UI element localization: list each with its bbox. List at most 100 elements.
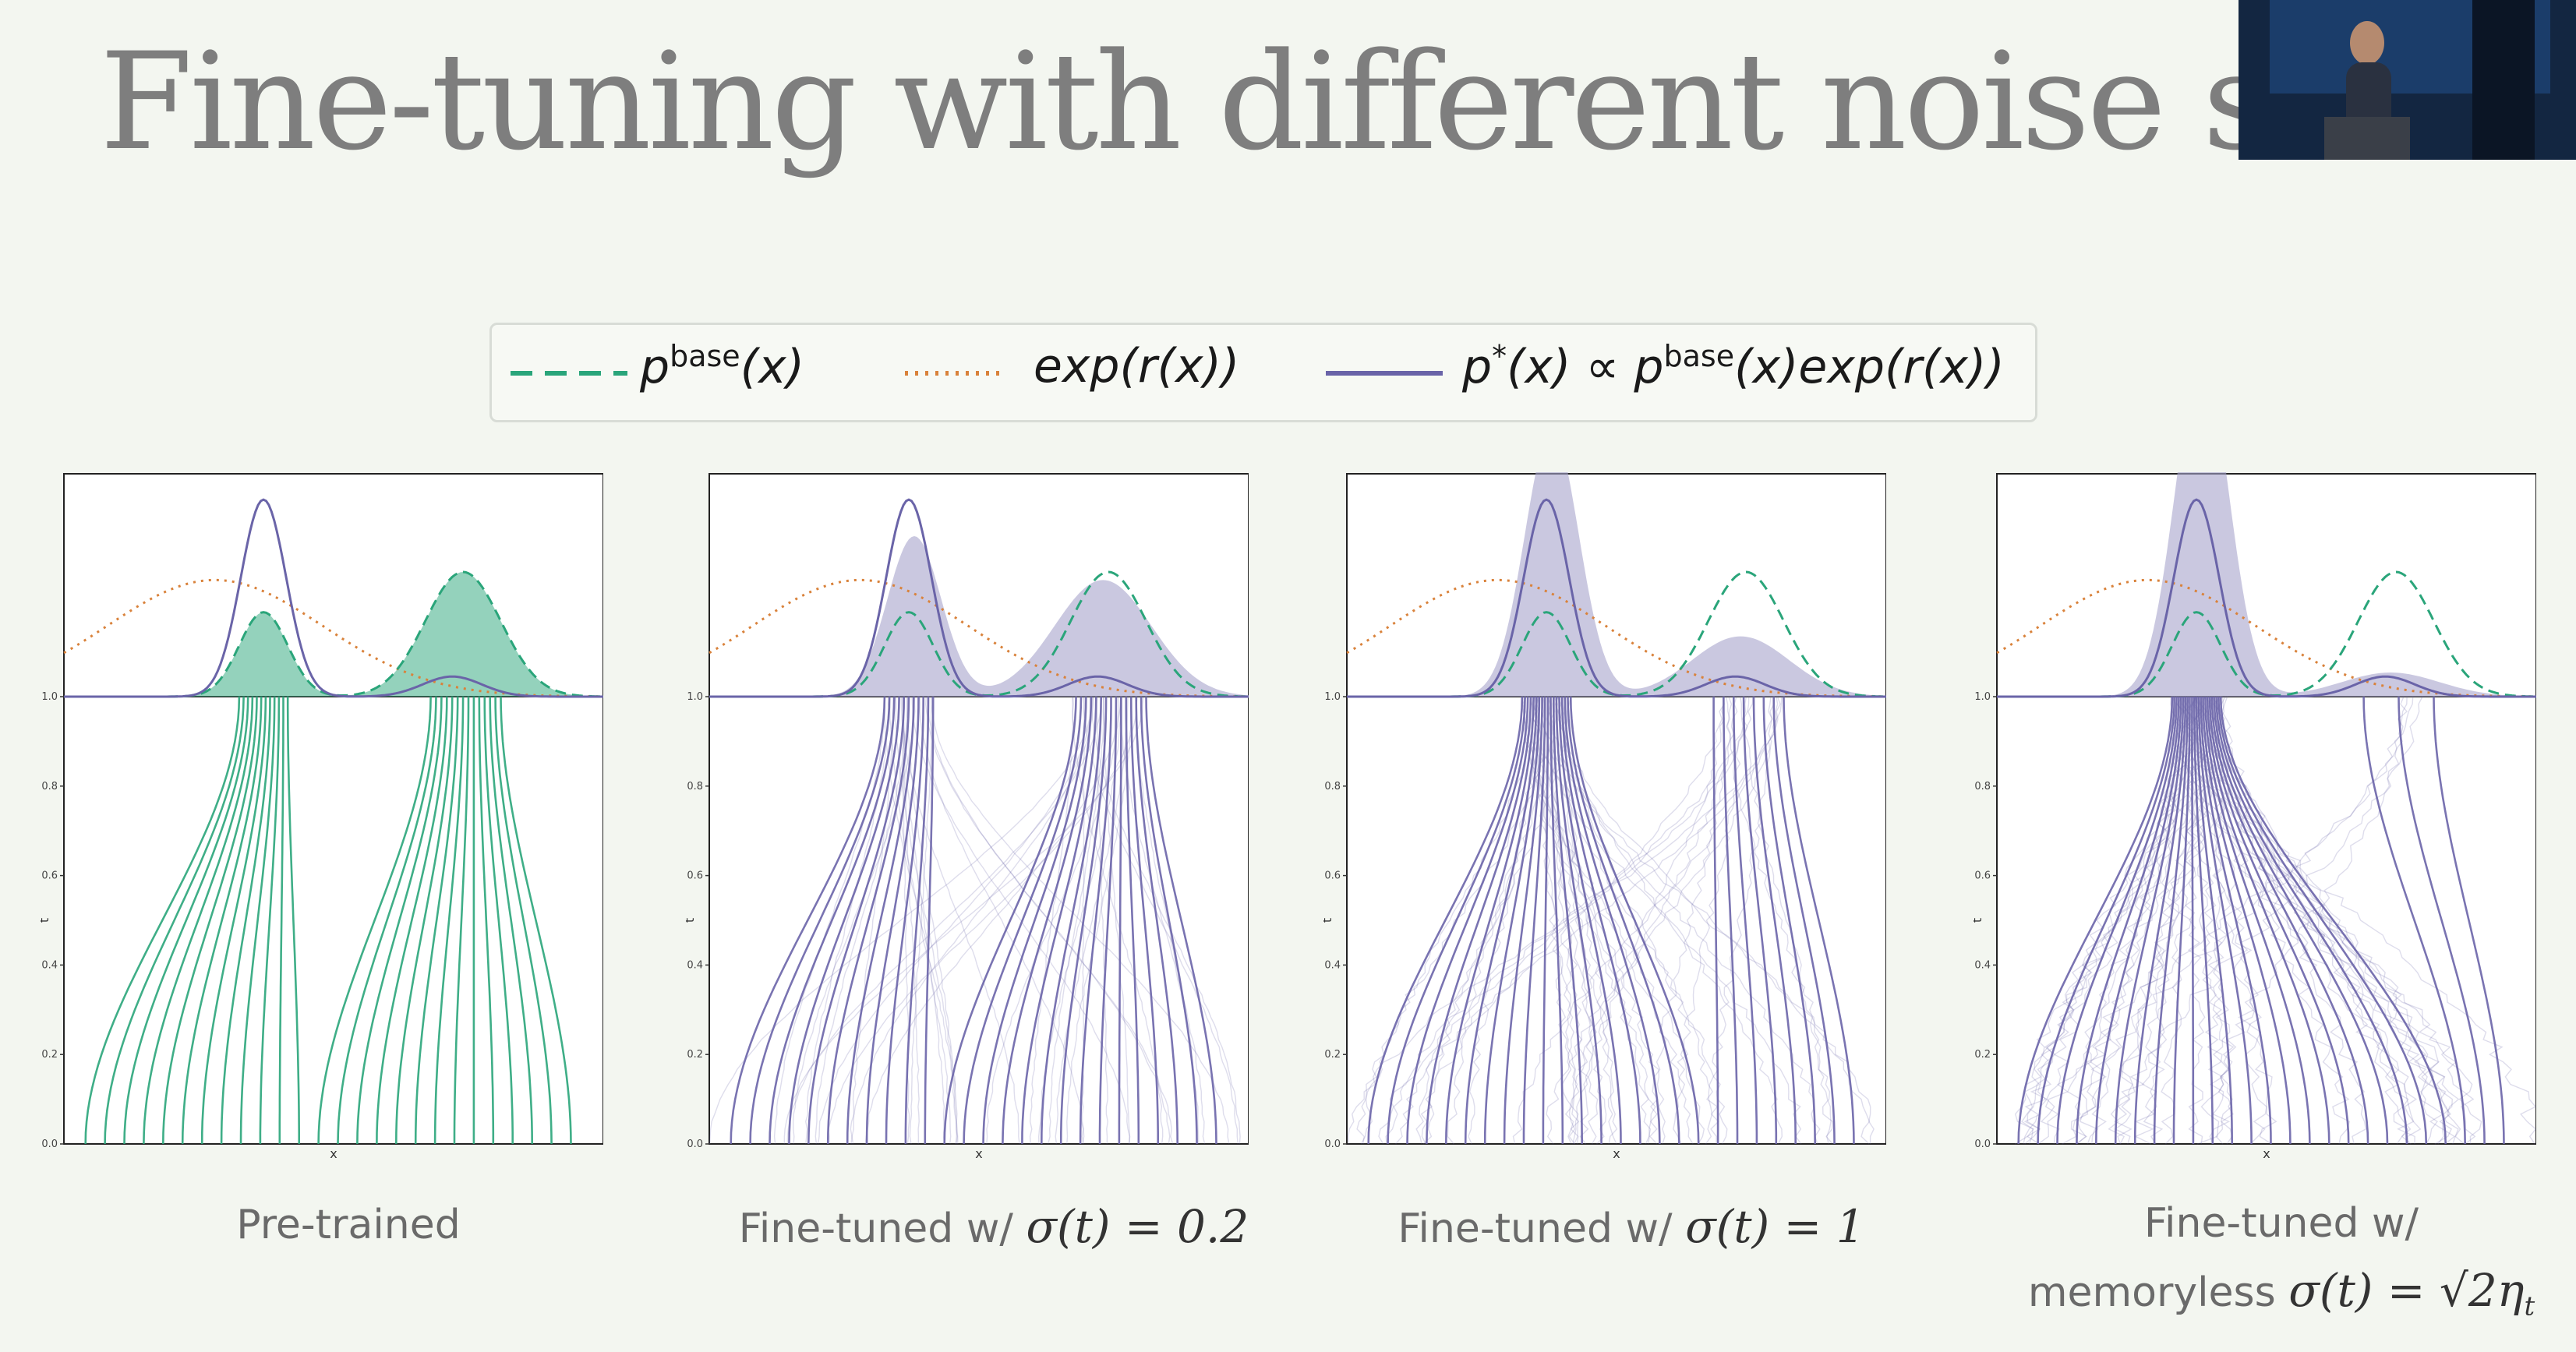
noisy-trajectory-line: [1574, 696, 1738, 1145]
noisy-trajectory-line: [911, 696, 1131, 1145]
sample-histogram-fill: [709, 536, 1249, 697]
y-tick-label: 1.0: [1974, 691, 1991, 703]
noisy-trajectory-line: [927, 697, 1171, 1145]
noisy-trajectory-line: [903, 696, 920, 1145]
noisy-trajectory-line: [1072, 696, 1164, 1145]
trajectory-line: [220, 696, 271, 1145]
noisy-trajectory-line: [1521, 696, 1705, 1145]
noisy-trajectory-line: [2210, 696, 2367, 1145]
chart-svg-sigma-1: 0.0 0.2 0.4 0.6 0.8 1.0 t x: [1323, 472, 1886, 1158]
noisy-trajectory-line: [2114, 696, 2423, 1145]
noisy-trajectory-line: [903, 696, 945, 1145]
noisy-trajectory-line: [1521, 696, 1652, 1145]
noisy-trajectory-line: [1533, 696, 1666, 1145]
trajectory-line: [1549, 696, 1564, 1144]
y-tick-label: 0.8: [1974, 781, 1991, 792]
trajectory-line: [1723, 697, 1739, 1144]
noisy-trajectory-line: [1648, 696, 1733, 1145]
noisy-trajectory-line: [773, 696, 885, 1145]
noisy-trajectory-line: [1563, 696, 1719, 1145]
trajectory-line: [376, 696, 448, 1145]
trajectory-line: [1406, 696, 1529, 1145]
y-tick-label: 0.2: [687, 1049, 703, 1061]
noisy-trajectory-line: [919, 696, 1085, 1145]
noisy-trajectory-line: [709, 697, 1094, 1145]
noisy-trajectory-line: [1102, 696, 1130, 1145]
trajectory-line: [143, 696, 254, 1145]
trajectory-line: [1125, 697, 1140, 1144]
plot-frame: [1996, 473, 2536, 1145]
noisy-trajectory-line: [895, 696, 959, 1145]
trajectory-line: [478, 696, 495, 1144]
trajectory-line: [1569, 696, 1700, 1145]
y-tick-label: 0.0: [687, 1138, 703, 1150]
noisy-trajectory-line: [1422, 696, 1558, 1145]
y-tick-label: 0.4: [1324, 959, 1341, 971]
noisy-trajectory-line: [1395, 696, 1783, 1145]
chart-panel-sigma-0-2: 0.0 0.2 0.4 0.6 0.8 1.0 t x: [686, 472, 1249, 1158]
trajectory-line: [2217, 696, 2428, 1145]
noisy-trajectory-line: [1531, 696, 1656, 1145]
noisy-trajectory-line: [2091, 696, 2193, 1145]
noisy-trajectory-line: [814, 696, 908, 1145]
y-axis-label: t: [1974, 918, 1984, 923]
noisy-trajectory-line: [2179, 696, 2476, 1145]
caption-sigma-1: Fine-tuned w/ σ(t) = 1: [1398, 1200, 1865, 1253]
trajectory-line: [500, 696, 572, 1145]
noisy-trajectory-line: [1055, 696, 1129, 1145]
noisy-trajectory-line: [1546, 696, 1821, 1145]
trajectory-line: [2037, 696, 2175, 1145]
trajectory-line: [239, 696, 276, 1145]
noisy-trajectory-line: [2161, 696, 2207, 1145]
chart-panel-pretrained: 0.0 0.2 0.4 0.6 0.8 1.0 t x: [41, 472, 603, 1158]
noisy-trajectory-line: [883, 696, 957, 1145]
trajectory-line: [278, 697, 284, 1144]
trajectory-line: [483, 697, 514, 1144]
x-axis-label: x: [2263, 1146, 2270, 1158]
trajectory-line: [337, 696, 437, 1145]
noisy-trajectory-line: [864, 696, 1122, 1145]
trajectory-line: [489, 696, 533, 1145]
trajectory-line: [2362, 696, 2466, 1145]
noisy-trajectory-line: [1562, 696, 1599, 1145]
chart-panel-sigma-1: 0.0 0.2 0.4 0.6 0.8 1.0 t x: [1323, 472, 1886, 1158]
noisy-trajectory-line: [1541, 696, 1875, 1144]
noisy-trajectory-line: [2037, 696, 2414, 1145]
noisy-trajectory-line: [1135, 697, 1200, 1145]
y-tick-label: 0.6: [41, 870, 58, 882]
noisy-trajectory-line: [2203, 696, 2277, 1145]
noisy-trajectory-line: [1536, 696, 1607, 1145]
trajectory-line: [1564, 696, 1661, 1145]
plot-frame: [708, 473, 1249, 1145]
noisy-trajectory-line: [1542, 696, 1618, 1145]
trajectory-line: [1783, 696, 1855, 1145]
legend-label-target: p*(x) ∝ pbase(x)exp(r(x)): [1462, 339, 2005, 394]
noisy-trajectory-line: [1447, 696, 1540, 1145]
noisy-trajectory-line: [1535, 696, 1574, 1145]
trajectory-line: [2210, 696, 2369, 1145]
noisy-trajectory-line: [2190, 696, 2235, 1145]
x-axis-label: x: [1613, 1146, 1620, 1158]
trajectory-line: [846, 696, 915, 1145]
trajectory-line: [1733, 697, 1758, 1144]
noisy-trajectory-line: [850, 696, 1094, 1145]
trajectory-line: [788, 696, 900, 1145]
noisy-trajectory-line: [1568, 696, 1726, 1145]
trajectory-line: [1426, 696, 1532, 1145]
trajectory-line: [1118, 697, 1122, 1144]
noisy-trajectory-line: [2184, 696, 2536, 1145]
trajectory-line: [200, 696, 267, 1145]
noisy-trajectory-line: [1081, 696, 1085, 1145]
target-density-curve: [1347, 498, 1886, 698]
trajectory-line: [1145, 696, 1217, 1145]
trajectory-line: [1552, 696, 1583, 1145]
trajectory-line: [826, 696, 910, 1145]
legend-swatch-base: [511, 371, 627, 376]
caption-memoryless-line1: Fine-tuned w/: [2143, 1200, 2419, 1247]
trajectory-line: [730, 696, 886, 1145]
caption-sigma-0-2: Fine-tuned w/ σ(t) = 0.2: [738, 1200, 1249, 1253]
noisy-trajectory-line: [2207, 696, 2415, 1145]
noisy-trajectory-line: [1522, 696, 1694, 1145]
trajectory-line: [286, 697, 300, 1144]
trajectory-line: [2095, 696, 2182, 1145]
